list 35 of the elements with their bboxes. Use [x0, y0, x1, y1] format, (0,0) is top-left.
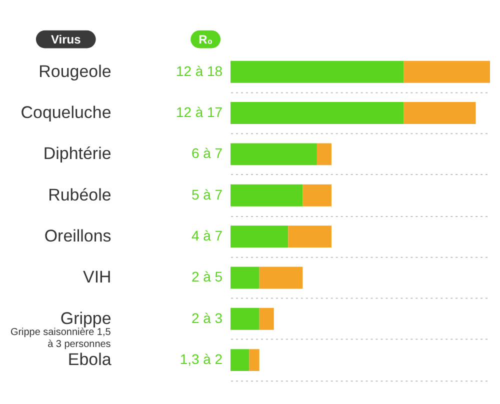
total-label: 1,3 à 2 — [180, 351, 223, 368]
bar — [302, 184, 332, 206]
total-label: 4 à 7 — [191, 228, 223, 244]
bar — [404, 102, 476, 124]
bar — [288, 226, 332, 248]
bar — [249, 349, 260, 372]
bar — [230, 143, 317, 166]
y-tick-label: Coqueluche — [20, 103, 112, 122]
bar — [230, 226, 288, 248]
total-label: 6 à 7 — [191, 145, 223, 162]
y-axis-title: Virus — [51, 32, 82, 46]
text: Grippe saisonnière 1,5 à 3 personnes — [10, 326, 112, 350]
total-label: 12 à 18 — [176, 62, 223, 79]
bar — [259, 308, 274, 330]
y-tick-label: Rougeole — [38, 62, 112, 81]
bar — [230, 102, 404, 124]
y-tick-label: Ebola — [68, 350, 112, 370]
bar — [259, 266, 303, 289]
bar — [230, 349, 250, 372]
total-label: 2 à 5 — [191, 268, 223, 285]
y-tick-label: Grippe — [60, 308, 112, 328]
bar — [230, 184, 303, 206]
y-tick-label: Rubéole — [48, 185, 112, 204]
bar — [230, 60, 404, 83]
total-label: 5 à 7 — [191, 186, 223, 202]
bar — [230, 308, 260, 330]
y-tick-label: Diphtérie — [43, 144, 112, 164]
y-tick-label: VIH — [83, 268, 112, 287]
bar — [230, 266, 260, 289]
bar — [316, 143, 332, 166]
x-axis-title: R₀ — [198, 32, 213, 46]
total-label: 12 à 17 — [176, 104, 223, 120]
total-label: 2 à 3 — [191, 310, 223, 326]
bar — [404, 60, 490, 83]
y-tick-label: Oreillons — [44, 226, 112, 246]
